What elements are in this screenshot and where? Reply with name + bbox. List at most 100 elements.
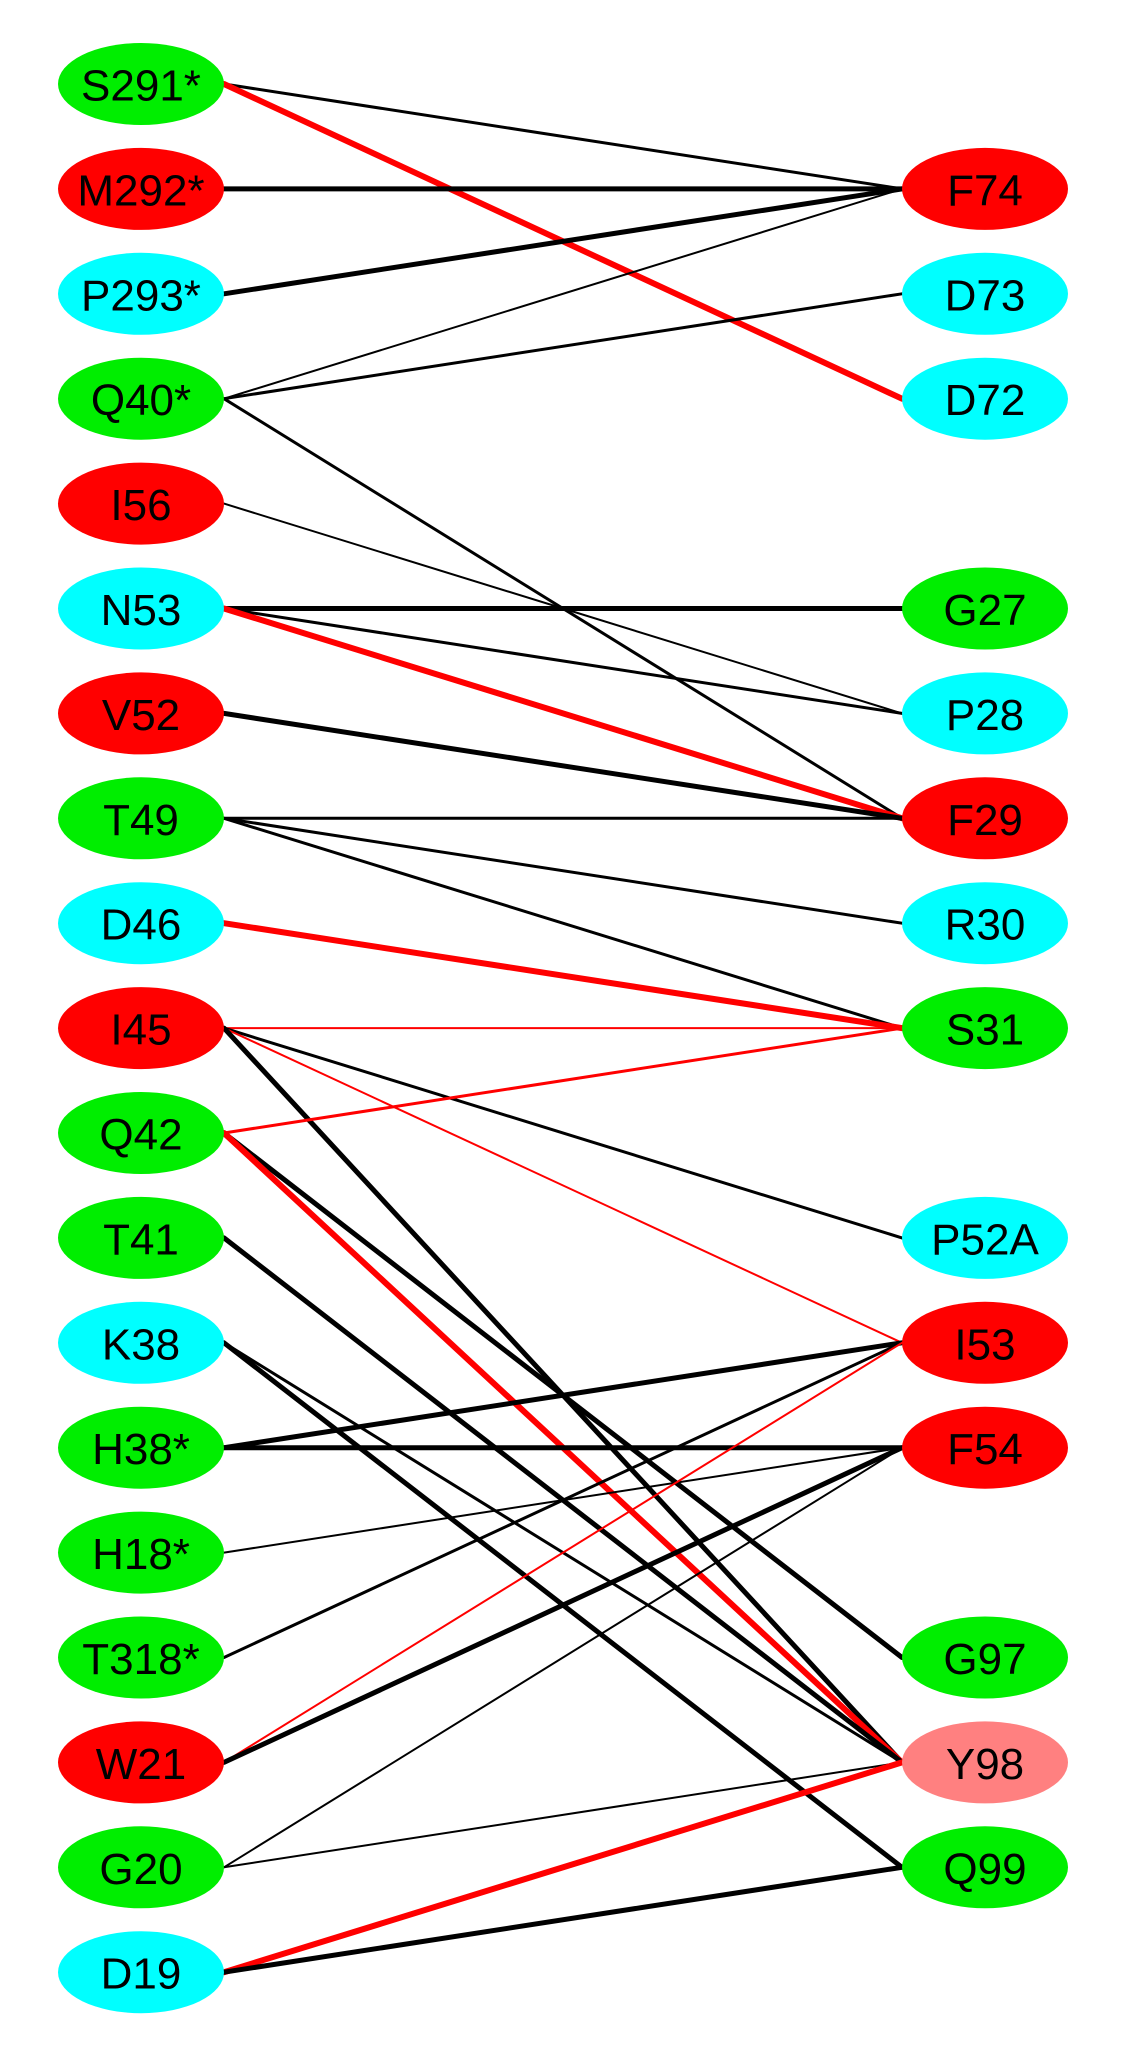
node-label: V52	[102, 691, 180, 740]
edge-s291-star-to-f74	[222, 82, 904, 191]
node-ellipse	[58, 1406, 224, 1489]
node-label: H18*	[92, 1530, 190, 1579]
node-label: H38*	[92, 1425, 190, 1474]
node-label: F54	[947, 1425, 1023, 1474]
node-label: Q42	[99, 1111, 182, 1160]
node-ellipse	[902, 1196, 1068, 1279]
node-ellipse	[58, 672, 224, 755]
node-label: W21	[96, 1740, 186, 1789]
node-label: D19	[101, 1950, 182, 1999]
node-label: Q40*	[91, 376, 191, 425]
left-node-n53: N53	[58, 567, 224, 650]
right-node-i53: I53	[902, 1301, 1068, 1384]
edge-n53-to-p28	[222, 607, 904, 715]
node-label: P293*	[81, 271, 201, 320]
node-label: G97	[943, 1635, 1026, 1684]
node-ellipse	[902, 672, 1068, 755]
node-label: D73	[945, 271, 1026, 320]
node-ellipse	[58, 252, 224, 335]
right-node-r30: R30	[902, 882, 1068, 965]
left-node-h18-star: H18*	[58, 1511, 224, 1594]
edge-q42-to-s31	[222, 1026, 904, 1135]
left-node-m292-star: M292*	[58, 147, 224, 230]
edge-t318-star-to-i53	[222, 1341, 904, 1659]
right-node-g27: G27	[902, 567, 1068, 650]
edge-q40-star-to-f74	[223, 187, 903, 400]
node-ellipse	[902, 147, 1068, 230]
node-label: R30	[945, 901, 1026, 950]
left-node-d46: D46	[58, 882, 224, 965]
node-label: F29	[947, 796, 1023, 845]
edge-p293-star-to-f74	[221, 186, 905, 297]
edge-v52-to-f29	[221, 710, 905, 821]
edge-g20-to-f54	[223, 1446, 903, 1869]
node-ellipse	[58, 462, 224, 545]
node-label: I45	[110, 1006, 171, 1055]
node-label: G27	[943, 586, 1026, 635]
node-label: T41	[103, 1215, 179, 1264]
edge-d19-to-y98	[221, 1759, 905, 1976]
node-label: T49	[103, 796, 179, 845]
right-node-f74: F74	[902, 147, 1068, 230]
left-node-i45: I45	[58, 987, 224, 1070]
right-node-p28: P28	[902, 672, 1068, 755]
node-layer: S291* M292* P293* Q40* I56 N53 V52 T49 D46 I45 Q42…	[58, 43, 1068, 2014]
node-ellipse	[902, 252, 1068, 335]
right-node-q99: Q99	[902, 1826, 1068, 1909]
edge-n53-to-f29	[221, 605, 905, 822]
edge-q40-star-to-d73	[222, 292, 904, 401]
left-node-s291-star: S291*	[58, 43, 224, 125]
node-ellipse	[58, 1511, 224, 1594]
node-label: M292*	[77, 166, 204, 215]
right-node-d72: D72	[902, 357, 1068, 440]
node-label: D72	[945, 376, 1026, 425]
right-node-y98: Y98	[902, 1721, 1068, 1804]
node-ellipse	[902, 777, 1068, 860]
edge-g20-to-y98	[223, 1761, 903, 1869]
node-ellipse	[902, 567, 1068, 650]
node-label: P52A	[931, 1215, 1039, 1264]
right-node-s31: S31	[902, 987, 1068, 1070]
edge-h38-star-to-i53	[221, 1340, 905, 1451]
right-node-g97: G97	[902, 1616, 1068, 1699]
edge-layer	[221, 81, 905, 1976]
node-label: N53	[101, 586, 182, 635]
edge-i45-to-i53	[223, 1027, 903, 1344]
node-ellipse	[58, 357, 224, 440]
edge-w21-to-i53	[223, 1341, 903, 1764]
node-ellipse	[58, 1092, 224, 1174]
node-ellipse	[58, 882, 224, 965]
right-node-p52a: P52A	[902, 1196, 1068, 1279]
node-label: T318*	[82, 1635, 199, 1684]
left-node-q42: Q42	[58, 1092, 224, 1174]
left-node-t41: T41	[58, 1196, 224, 1279]
left-node-t318-star: T318*	[58, 1616, 224, 1699]
node-label: S31	[946, 1006, 1024, 1055]
node-ellipse	[902, 1826, 1068, 1909]
left-node-q40-star: Q40*	[58, 357, 224, 440]
edge-w21-to-f54	[221, 1445, 905, 1765]
node-ellipse	[58, 43, 224, 125]
left-node-w21: W21	[58, 1721, 224, 1804]
right-node-f29: F29	[902, 777, 1068, 860]
node-ellipse	[902, 1301, 1068, 1384]
node-ellipse	[58, 147, 224, 230]
node-ellipse	[58, 987, 224, 1070]
node-label: D46	[101, 901, 182, 950]
node-ellipse	[902, 1721, 1068, 1804]
node-ellipse	[58, 1301, 224, 1384]
edge-d19-to-q99	[221, 1864, 905, 1975]
node-ellipse	[902, 1406, 1068, 1489]
node-ellipse	[902, 987, 1068, 1070]
node-ellipse	[58, 1196, 224, 1279]
left-node-g20: G20	[58, 1826, 224, 1909]
node-label: P28	[946, 691, 1024, 740]
left-node-d19: D19	[58, 1931, 224, 2014]
edge-t49-to-r30	[222, 816, 904, 925]
left-node-t49: T49	[58, 777, 224, 860]
node-label: I53	[954, 1320, 1015, 1369]
left-node-i56: I56	[58, 462, 224, 545]
node-label: F74	[947, 166, 1023, 215]
node-ellipse	[58, 777, 224, 860]
